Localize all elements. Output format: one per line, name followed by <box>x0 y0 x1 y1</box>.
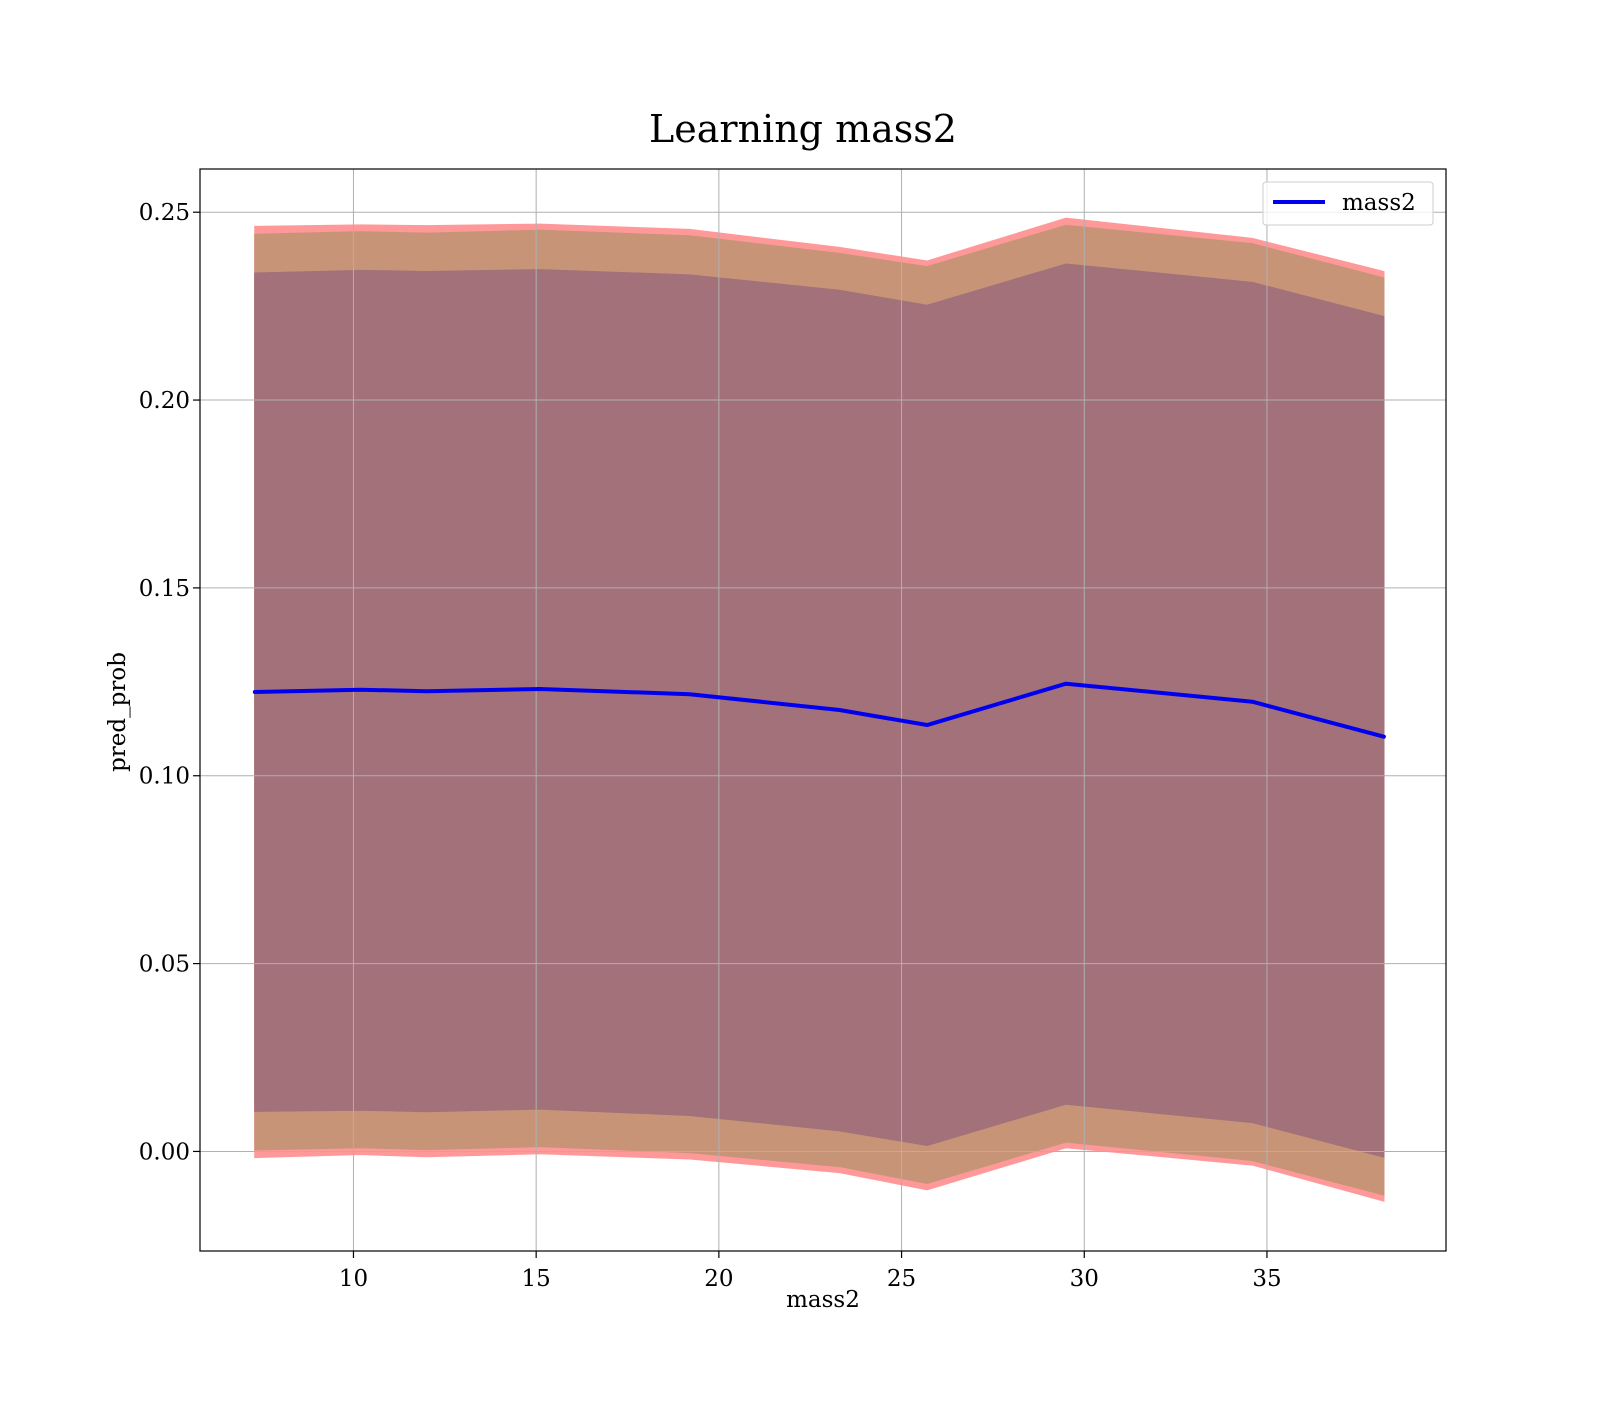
x-axis-ticks: 10 15 20 25 30 35 <box>339 1251 1282 1292</box>
y-tick-label: 0.15 <box>139 576 190 602</box>
x-tick-label: 15 <box>522 1266 551 1292</box>
grid-lines <box>200 169 1446 1251</box>
legend: mass2 <box>1262 181 1434 226</box>
x-tick-label: 35 <box>1252 1266 1281 1292</box>
y-axis-ticks: 0.00 0.05 0.10 0.15 0.20 0.25 <box>139 200 200 1165</box>
chart-title: Learning mass2 <box>649 107 957 151</box>
plot-area-frame <box>199 168 1447 1252</box>
x-tick-label: 10 <box>339 1266 368 1292</box>
band-inner <box>254 263 1385 1158</box>
x-axis-label: mass2 <box>786 1287 860 1313</box>
legend-box <box>1262 181 1434 226</box>
x-tick-label: 20 <box>704 1266 733 1292</box>
y-tick-label: 0.05 <box>139 952 190 978</box>
y-tick-label: 0.25 <box>139 200 190 226</box>
series-line-mass2 <box>252 681 1386 739</box>
series-lines <box>252 681 1386 739</box>
y-axis-label: pred_prob <box>105 652 131 772</box>
y-tick-label: 0.20 <box>139 388 190 414</box>
legend-label: mass2 <box>1342 190 1416 216</box>
y-tick-label: 0.00 <box>139 1139 190 1165</box>
x-tick-label: 25 <box>887 1266 916 1292</box>
y-tick-label: 0.10 <box>139 764 190 790</box>
x-tick-label: 30 <box>1070 1266 1099 1292</box>
